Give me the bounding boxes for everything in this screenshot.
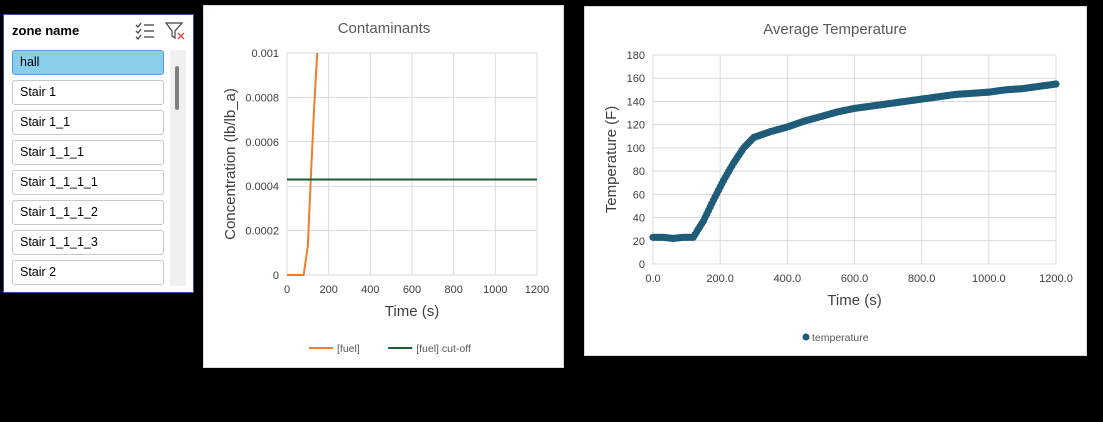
x-axis-label: Time (s) [385,303,439,320]
x-tick-label: 0 [284,284,290,296]
y-tick-label: 60 [633,189,645,201]
average-temperature-chart-svg: Average Temperature 0 20 40 60 80 100 120 140 160… [603,21,1073,344]
y-tick-label: 0.0002 [245,226,279,238]
contaminants-chart: Contaminants 0 0.0002 0.0004 0.0006 0.0008 0.0… [203,5,564,368]
contaminants-chart-svg: Contaminants 0 0.0002 0.0004 0.0006 0.0008 0.0… [222,20,549,355]
y-tick-label: 100 [627,143,645,155]
legend-label: temperature [812,332,869,344]
x-tick-label: 600.0 [841,273,869,285]
slicer-scrollbar[interactable] [170,50,186,286]
x-axis-label: Time (s) [827,292,881,309]
slicer-item[interactable]: Stair 1 [12,80,164,105]
x-tick-label: 1200 [525,284,549,296]
x-tick-label: 1000 [483,284,507,296]
x-tick-label: 400.0 [774,273,802,285]
chart-title: Average Temperature [763,21,907,38]
slicer-item[interactable]: Stair 2 [12,260,164,285]
x-tick-label: 800.0 [908,273,936,285]
y-axis-label: Concentration (lb/lb_a) [222,88,239,240]
y-tick-label: 140 [627,96,645,108]
slicer-scroll-thumb[interactable] [175,66,179,110]
y-tick-label: 160 [627,73,645,85]
y-tick-label: 180 [627,50,645,62]
x-tick-label: 200 [319,284,337,296]
y-tick-label: 0.0006 [245,137,279,149]
average-temperature-chart: Average Temperature 0 20 40 60 80 100 120 140 160… [584,6,1087,356]
x-tick-label: 1200.0 [1039,273,1073,285]
x-tick-label: 200.0 [706,273,734,285]
y-tick-label: 0 [639,259,645,271]
legend-label: [fuel] cut-off [416,343,471,355]
x-tick-label: 0.0 [645,273,660,285]
y-tick-label: 20 [633,236,645,248]
x-tick-label: 600 [403,284,421,296]
y-tick-label: 0.0008 [245,92,279,104]
slicer-item[interactable]: Stair 1_1_1_3 [12,230,164,255]
slicer-item[interactable]: Stair 1_1_1_1 [12,170,164,195]
y-tick-label: 0 [273,270,279,282]
y-tick-label: 40 [633,213,645,225]
slicer-item[interactable]: Stair 1_1 [12,110,164,135]
x-tick-label: 800 [444,284,462,296]
slicer-item[interactable]: Stair 1_1_1 [12,140,164,165]
x-tick-label: 400 [361,284,379,296]
slicer-item[interactable]: hall [12,50,164,75]
x-tick-label: 1000.0 [972,273,1006,285]
clear-filter-icon[interactable] [164,21,186,41]
slicer-title: zone name [12,23,80,38]
multi-select-icon[interactable] [134,21,156,41]
series-line [287,52,319,276]
legend-label: [fuel] [337,343,360,355]
y-tick-label: 120 [627,120,645,132]
y-tick-label: 80 [633,166,645,178]
slicer-header: zone name [4,15,193,47]
zone-name-slicer: zone name hall Stair 1 Stair 1_1 Stair 1_1_… [3,14,194,293]
data-point [1052,80,1060,88]
slicer-items-list: hall Stair 1 Stair 1_1 Stair 1_1_1 Stair 1_1… [12,50,164,290]
y-tick-label: 0.001 [251,48,279,60]
chart-title: Contaminants [338,20,431,37]
y-axis-label: Temperature (F) [603,106,620,214]
y-tick-label: 0.0004 [245,181,279,193]
legend-swatch [802,333,810,341]
slicer-item[interactable]: Stair 1_1_1_2 [12,200,164,225]
